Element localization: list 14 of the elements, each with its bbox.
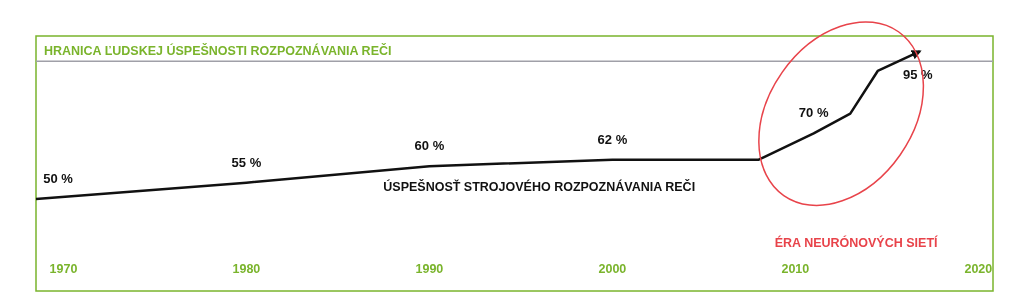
x-tick-label: 2010 <box>781 262 810 276</box>
data-label: 62 % <box>597 131 628 147</box>
x-tick-label: 2020 <box>964 262 993 276</box>
x-tick-label: 2000 <box>598 262 627 276</box>
data-label: 60 % <box>414 138 445 154</box>
x-tick-label: 1990 <box>415 262 444 276</box>
x-tick-label: 1970 <box>49 262 78 276</box>
x-tick-label: 1980 <box>232 262 261 276</box>
ref-line-label: HRANICA ĽUDSKEJ ÚSPEŠNOSTI ROZPOZNÁVANIA REČI <box>44 43 392 59</box>
series-label: ÚSPEŠNOSŤ STROJOVÉHO ROZPOZNÁVANIA REČI <box>383 178 696 194</box>
data-label: 50 % <box>43 171 74 187</box>
text: ÉRA NEURÓNOVÝCH SIETÍ <box>774 234 939 250</box>
data-label: 70 % <box>798 105 829 121</box>
data-label: 55 % <box>231 154 262 170</box>
